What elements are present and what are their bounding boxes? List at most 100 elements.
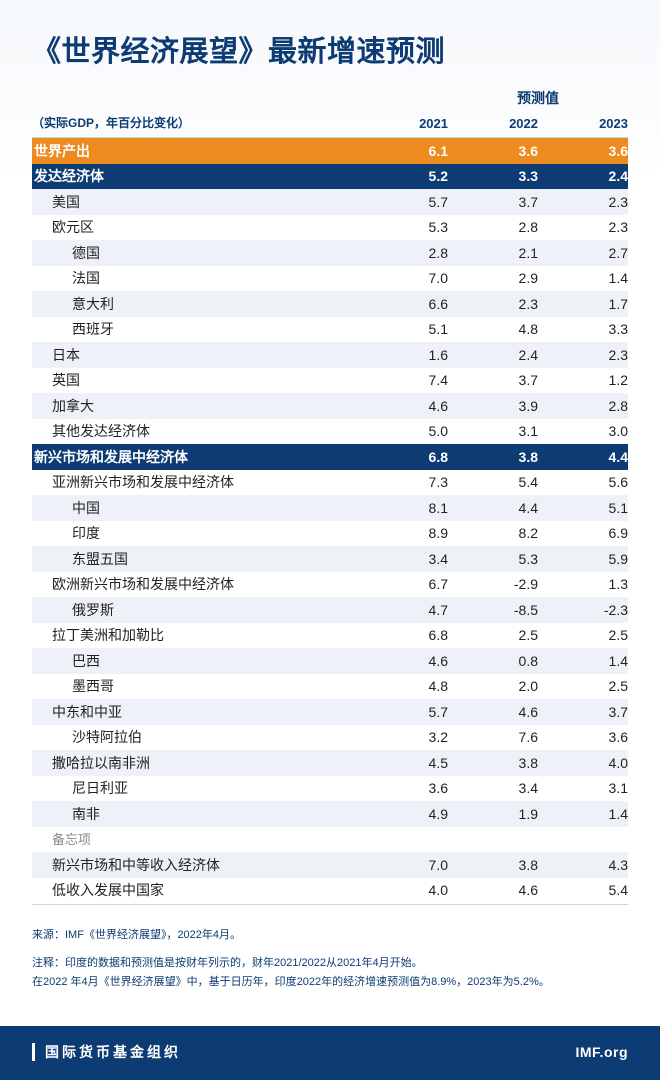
- row-value: 4.5: [358, 756, 448, 770]
- row-value: 3.4: [448, 781, 538, 795]
- subtitle: （实际GDP，年百分比变化）: [32, 114, 358, 131]
- row-value: 2.4: [538, 169, 628, 183]
- row-value: 3.7: [538, 705, 628, 719]
- row-label: 美国: [32, 195, 358, 209]
- table-row: 巴西4.60.81.4: [32, 648, 628, 674]
- row-value: 3.0: [538, 424, 628, 438]
- row-label: 墨西哥: [32, 679, 358, 693]
- table-row: 中国8.14.45.1: [32, 495, 628, 521]
- row-label: 备忘项: [32, 833, 358, 846]
- row-value: 4.9: [358, 807, 448, 821]
- table-row: 低收入发展中国家4.04.65.4: [32, 878, 628, 904]
- row-value: 3.3: [538, 322, 628, 336]
- table-row: 俄罗斯4.7-8.5-2.3: [32, 597, 628, 623]
- row-label: 其他发达经济体: [32, 424, 358, 438]
- row-value: 6.8: [358, 450, 448, 464]
- row-value: 4.0: [358, 883, 448, 897]
- table-row: 美国5.73.72.3: [32, 189, 628, 215]
- row-value: 1.4: [538, 807, 628, 821]
- row-value: 3.8: [448, 756, 538, 770]
- row-value: 3.7: [448, 195, 538, 209]
- table-row: 欧洲新兴市场和发展中经济体6.7-2.91.3: [32, 572, 628, 598]
- row-value: 5.0: [358, 424, 448, 438]
- row-label: 加拿大: [32, 399, 358, 413]
- table-row: 东盟五国3.45.35.9: [32, 546, 628, 572]
- row-value: 6.6: [358, 297, 448, 311]
- row-value: 3.1: [538, 781, 628, 795]
- table-row: 中东和中亚5.74.63.7: [32, 699, 628, 725]
- row-value: 5.7: [358, 705, 448, 719]
- row-label: 发达经济体: [32, 169, 358, 183]
- row-value: 3.4: [358, 552, 448, 566]
- row-value: 5.4: [448, 475, 538, 489]
- row-value: 3.2: [358, 730, 448, 744]
- row-label: 新兴市场和发展中经济体: [32, 450, 358, 464]
- table-row: 拉丁美洲和加勒比6.82.52.5: [32, 623, 628, 649]
- row-value: 4.8: [448, 322, 538, 336]
- row-value: -2.3: [538, 603, 628, 617]
- col-2021: 2021: [358, 116, 448, 131]
- row-label: 尼日利亚: [32, 781, 358, 795]
- row-value: 2.4: [448, 348, 538, 362]
- footer-url: IMF.org: [576, 1044, 629, 1060]
- row-value: -2.9: [448, 577, 538, 591]
- table-row: 尼日利亚3.63.43.1: [32, 776, 628, 802]
- row-value: 2.3: [538, 195, 628, 209]
- row-value: 6.1: [358, 144, 448, 158]
- row-value: 3.6: [538, 144, 628, 158]
- row-label: 中东和中亚: [32, 705, 358, 719]
- note-line-2: 在2022 年4月《世界经济展望》中，基于日历年，印度2022年的经济增速预测值…: [32, 974, 628, 992]
- forecast-label: 预测值: [448, 88, 628, 108]
- row-value: 3.3: [448, 169, 538, 183]
- row-label: 南非: [32, 807, 358, 821]
- row-label: 印度: [32, 526, 358, 540]
- table-row: 沙特阿拉伯3.27.63.6: [32, 725, 628, 751]
- row-label: 巴西: [32, 654, 358, 668]
- row-value: 2.8: [448, 220, 538, 234]
- row-value: 4.7: [358, 603, 448, 617]
- row-value: 1.4: [538, 271, 628, 285]
- row-value: 3.6: [538, 730, 628, 744]
- table-row: 加拿大4.63.92.8: [32, 393, 628, 419]
- row-value: 4.4: [448, 501, 538, 515]
- row-value: 2.9: [448, 271, 538, 285]
- row-value: 4.6: [358, 399, 448, 413]
- table-row: 法国7.02.91.4: [32, 266, 628, 292]
- note-line-1: 注释：印度的数据和预测值是按财年列示的，财年2021/2022从2021年4月开…: [32, 955, 628, 973]
- col-2023: 2023: [538, 116, 628, 131]
- table-row: 撒哈拉以南非洲4.53.84.0: [32, 750, 628, 776]
- row-label: 英国: [32, 373, 358, 387]
- row-label: 欧元区: [32, 220, 358, 234]
- table-row: 新兴市场和发展中经济体6.83.84.4: [32, 444, 628, 470]
- row-label: 意大利: [32, 297, 358, 311]
- row-value: 0.8: [448, 654, 538, 668]
- row-value: 2.5: [538, 679, 628, 693]
- row-value: 4.8: [358, 679, 448, 693]
- notes-block: 来源：IMF《世界经济展望》，2022年4月。 注释：印度的数据和预测值是按财年…: [32, 927, 628, 992]
- row-value: 4.6: [448, 883, 538, 897]
- row-value: 7.6: [448, 730, 538, 744]
- page-title: 《世界经济展望》最新增速预测: [32, 28, 628, 70]
- row-value: 2.7: [538, 246, 628, 260]
- row-value: 2.8: [358, 246, 448, 260]
- source-line: 来源：IMF《世界经济展望》，2022年4月。: [32, 927, 628, 945]
- row-value: 3.7: [448, 373, 538, 387]
- table-row: 备忘项: [32, 827, 628, 853]
- row-value: 5.2: [358, 169, 448, 183]
- row-value: 5.1: [538, 501, 628, 515]
- row-value: 5.9: [538, 552, 628, 566]
- row-label: 东盟五国: [32, 552, 358, 566]
- row-value: 2.3: [538, 348, 628, 362]
- table-row: 南非4.91.91.4: [32, 801, 628, 827]
- row-value: 2.1: [448, 246, 538, 260]
- row-value: 4.3: [538, 858, 628, 872]
- row-value: 2.8: [538, 399, 628, 413]
- row-value: 1.2: [538, 373, 628, 387]
- table-header: （实际GDP，年百分比变化） 2021 2022 2023: [32, 110, 628, 138]
- row-value: 4.6: [448, 705, 538, 719]
- table-row: 德国2.82.12.7: [32, 240, 628, 266]
- row-value: 5.4: [538, 883, 628, 897]
- row-value: 1.4: [538, 654, 628, 668]
- row-value: 1.3: [538, 577, 628, 591]
- row-value: 7.3: [358, 475, 448, 489]
